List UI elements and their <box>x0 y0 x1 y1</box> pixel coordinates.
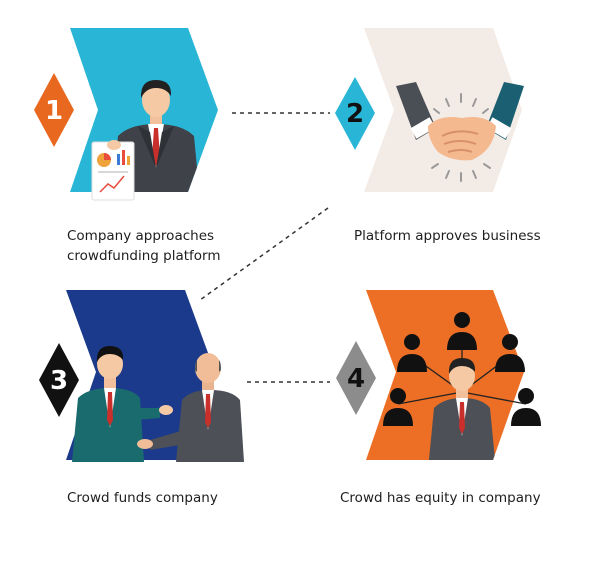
step-3-panel: 3 <box>39 290 244 462</box>
step-4-number: 4 <box>347 364 365 394</box>
step-1-badge: 1 <box>34 73 74 147</box>
handshake-icon <box>396 82 524 182</box>
step-1-caption-line1: Company approaches <box>67 228 215 244</box>
step-3-caption-line1: Crowd funds company <box>67 490 218 506</box>
step-2-panel: 2 <box>335 28 524 192</box>
step-1-number: 1 <box>45 96 63 126</box>
step-2-number: 2 <box>346 99 364 129</box>
step-3-caption: Crowd funds company <box>67 488 287 508</box>
step-3-badge: 3 <box>39 343 79 417</box>
step-1-panel: 1 <box>34 28 218 201</box>
businessman-with-crowd-network-icon <box>383 312 541 460</box>
step-1-caption-line2: crowdfunding platform <box>67 248 221 264</box>
businessman-with-report-icon <box>91 80 200 201</box>
step-2-caption: Platform approves business <box>354 226 574 246</box>
step-2-badge: 2 <box>335 77 375 150</box>
step-4-caption: Crowd has equity in company <box>340 488 580 508</box>
step-2-caption-line1: Platform approves business <box>354 228 541 244</box>
step-4-caption-line1: Crowd has equity in company <box>340 490 541 506</box>
step-4-panel: 4 <box>336 290 541 460</box>
step-4-badge: 4 <box>336 341 376 415</box>
step-3-number: 3 <box>50 366 68 396</box>
connector-2-3 <box>199 207 329 301</box>
two-businessmen-talking-icon <box>72 346 244 462</box>
step-1-caption: Company approaches crowdfunding platform <box>67 226 287 266</box>
